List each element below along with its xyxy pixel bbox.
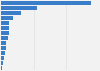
Bar	[1, 66, 2, 70]
Bar	[1, 16, 13, 20]
Bar	[1, 31, 9, 35]
Bar	[1, 41, 6, 45]
Bar	[1, 61, 3, 65]
Bar	[1, 36, 8, 40]
Bar	[1, 51, 5, 55]
Bar	[1, 26, 9, 30]
Bar	[1, 21, 9, 25]
Bar	[1, 46, 6, 50]
Bar	[1, 11, 21, 15]
Bar	[1, 6, 37, 10]
Bar	[1, 1, 91, 5]
Bar	[1, 56, 4, 60]
